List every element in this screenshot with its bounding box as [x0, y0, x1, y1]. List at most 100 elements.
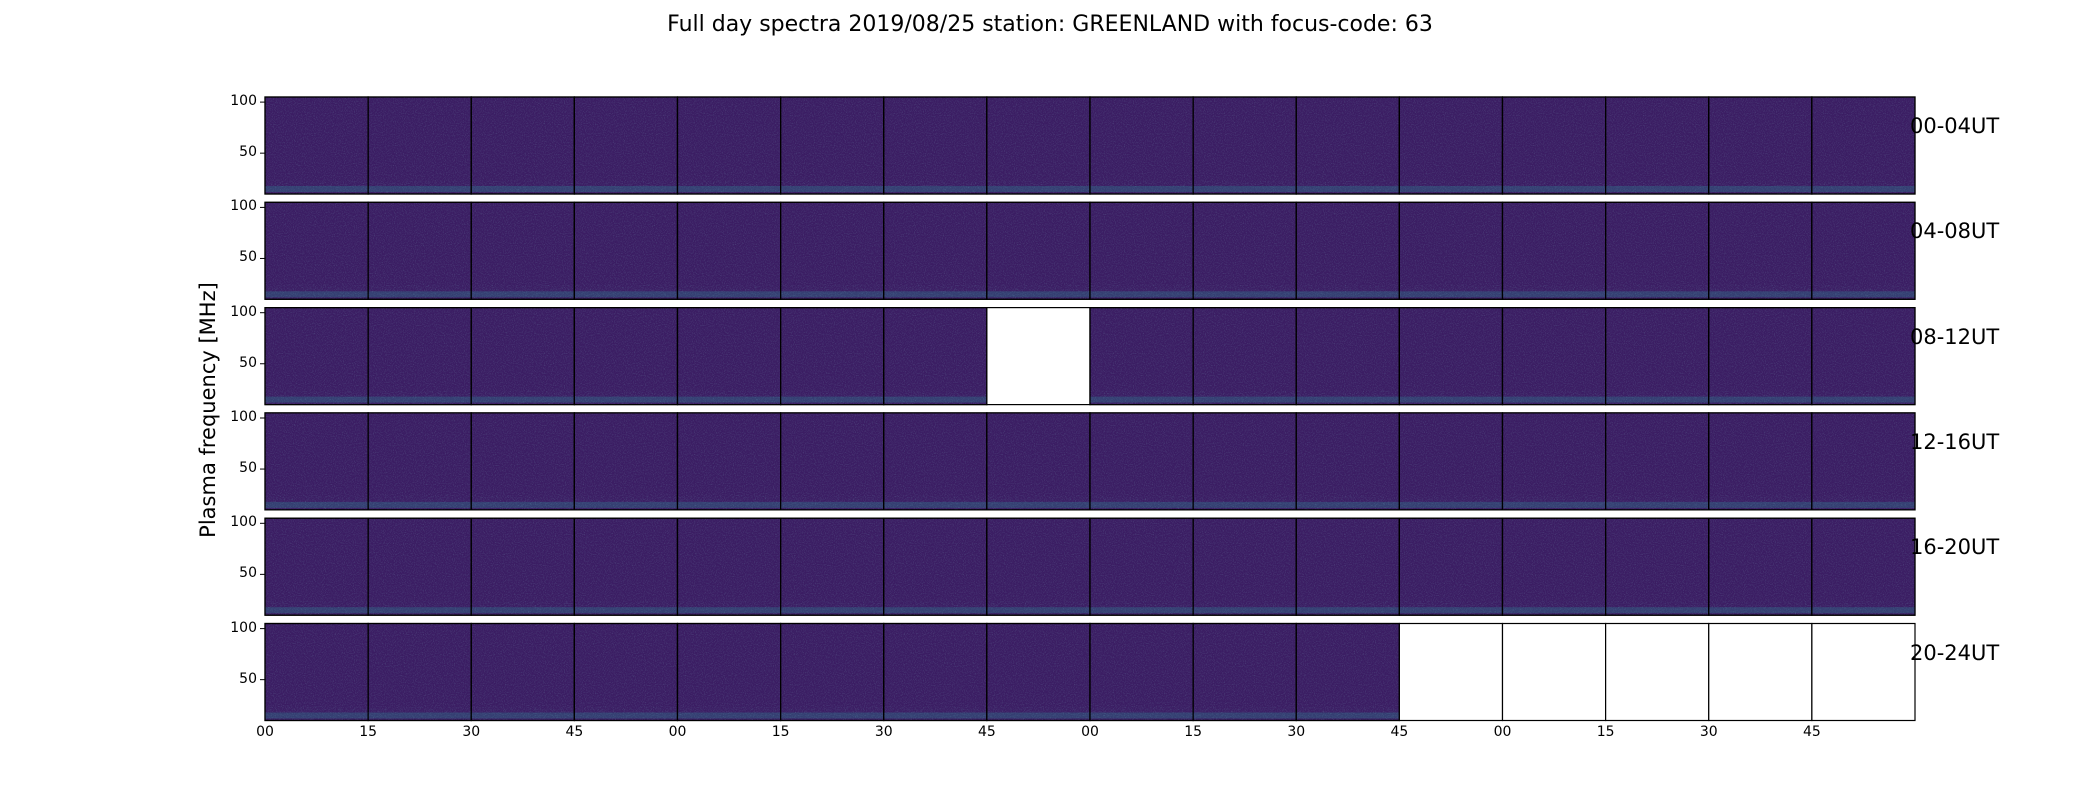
- spectrum-panel: [573, 622, 679, 722]
- y-tick-label: 50: [239, 249, 257, 266]
- spectrum-panel: [264, 517, 369, 616]
- spectrum-panel: [367, 201, 472, 300]
- spectrum-panel: [264, 412, 369, 511]
- empty-spectrum-panel: [1605, 622, 1710, 722]
- spectrum-panel: [780, 622, 885, 722]
- y-tick-label: 50: [239, 565, 257, 582]
- row-time-label: 16-20UT: [1910, 535, 2000, 560]
- row-time-label: 04-08UT: [1910, 219, 2000, 244]
- spectrum-panel: [1089, 307, 1194, 406]
- spectrum-panel: [1811, 96, 1916, 195]
- spectrum-panel: [1192, 201, 1297, 300]
- spectrum-panel: [986, 622, 1091, 722]
- spectrum-panel: [883, 201, 988, 300]
- y-tick-label: 100: [230, 619, 257, 636]
- spectrum-panel: [1089, 201, 1194, 300]
- x-tick-label: 00: [256, 724, 274, 740]
- x-tick-label: 00: [1493, 724, 1512, 740]
- spectrum-panel: [676, 622, 782, 722]
- y-tick-label: 50: [239, 670, 257, 687]
- spectrum-panel: [367, 622, 472, 722]
- x-tick-label: 45: [1390, 724, 1409, 740]
- spectrum-panel: [1089, 622, 1194, 722]
- spectrum-panel: [1708, 201, 1813, 300]
- spectrum-panel: [883, 307, 988, 406]
- y-tick-label: 50: [239, 354, 257, 371]
- spectrum-panel: [986, 412, 1091, 511]
- x-tick-label: 30: [1699, 724, 1718, 740]
- spectrum-panel: [470, 96, 575, 195]
- spectrum-panel: [470, 201, 575, 300]
- y-tick-label: 100: [230, 514, 257, 531]
- row-time-label: 20-24UT: [1910, 640, 2000, 665]
- spectrum-panel: [883, 412, 988, 511]
- y-tick-label: 100: [230, 303, 257, 320]
- spectrum-panel: [1398, 201, 1504, 300]
- spectrum-panel: [573, 201, 679, 300]
- x-tick-label: 00: [1081, 724, 1099, 740]
- spectrum-panel: [573, 517, 679, 616]
- spectrum-panel: [676, 96, 782, 195]
- spectrum-panel: [367, 412, 472, 511]
- x-tick-label: 30: [874, 724, 893, 740]
- spectrum-panel: [780, 517, 885, 616]
- spectrum-panel: [470, 307, 575, 406]
- spectrum-panel: [470, 412, 575, 511]
- x-tick-label: 15: [1184, 724, 1203, 740]
- spectrum-panel: [1605, 201, 1710, 300]
- spectrum-panel: [1192, 517, 1297, 616]
- spectrum-panel: [1295, 201, 1400, 300]
- empty-spectrum-panel: [1398, 622, 1504, 722]
- spectrum-panel: [1089, 96, 1194, 195]
- spectrum-panel: [1501, 307, 1607, 406]
- spectrum-panel: [986, 201, 1091, 300]
- spectrum-panel: [1811, 412, 1916, 511]
- spectrum-panel: [264, 307, 369, 406]
- spectrum-panel: [264, 622, 369, 722]
- empty-spectrum-panel: [1501, 622, 1607, 722]
- spectrum-panel: [573, 96, 679, 195]
- spectrum-panel: [883, 96, 988, 195]
- spectrum-panel: [1192, 622, 1297, 722]
- spectrum-panel: [1089, 517, 1194, 616]
- spectrum-panel: [883, 517, 988, 616]
- spectrum-panel: [470, 517, 575, 616]
- spectrum-panel: [573, 412, 679, 511]
- x-tick-label: 30: [462, 724, 481, 740]
- x-tick-label: 15: [359, 724, 378, 740]
- spectrum-panel: [1295, 622, 1400, 722]
- x-tick-label: 30: [1287, 724, 1306, 740]
- spectrum-panel: [1192, 412, 1297, 511]
- spectrum-panel: [780, 307, 885, 406]
- spectrum-panel: [1708, 412, 1813, 511]
- y-tick-label: 100: [230, 409, 257, 425]
- x-tick-label: 45: [977, 724, 996, 740]
- x-tick-label: 45: [1802, 724, 1821, 740]
- spectrum-panel: [883, 622, 988, 722]
- spectrum-panel: [1708, 307, 1813, 406]
- x-tick-label: 15: [771, 724, 790, 740]
- empty-spectrum-panel: [1811, 622, 1916, 722]
- x-tick-label: 45: [565, 724, 584, 740]
- x-tick-label: 15: [1596, 724, 1615, 740]
- spectrum-panel: [1398, 96, 1504, 195]
- spectrum-panel: [1295, 307, 1400, 406]
- spectrum-panel: [367, 517, 472, 616]
- spectrum-panel: [1192, 96, 1297, 195]
- chart-title: Full day spectra 2019/08/25 station: GRE…: [667, 12, 1433, 37]
- spectrum-panel: [780, 96, 885, 195]
- spectrum-panel: [1398, 412, 1504, 511]
- row-time-label: 08-12UT: [1910, 324, 2000, 349]
- spectrum-panel: [1501, 412, 1607, 511]
- empty-spectrum-panel: [1708, 622, 1813, 722]
- spectrum-panel: [676, 412, 782, 511]
- spectrum-panel: [780, 412, 885, 511]
- spectrum-panel: [676, 307, 782, 406]
- spectrum-panel: [367, 307, 472, 406]
- y-tick-label: 50: [239, 460, 257, 477]
- spectrum-panel: [1811, 517, 1916, 616]
- spectrum-panel: [1295, 412, 1400, 511]
- spectrum-panel: [676, 201, 782, 300]
- spectrum-panel: [1605, 517, 1710, 616]
